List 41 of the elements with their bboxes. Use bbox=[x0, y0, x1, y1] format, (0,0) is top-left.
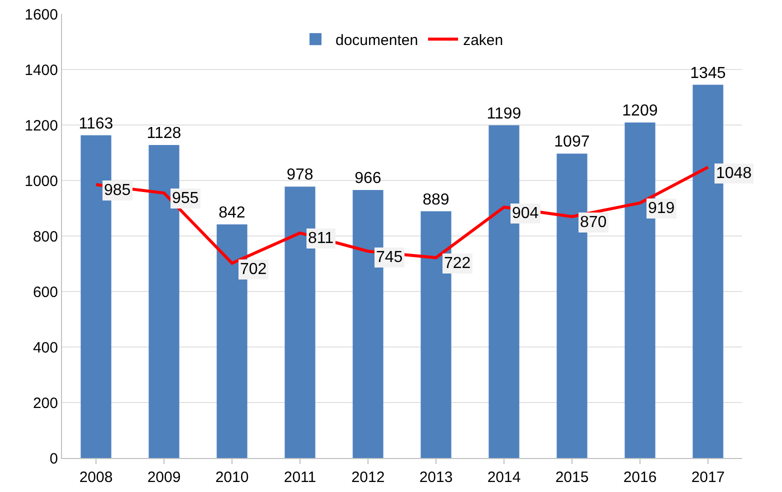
x-tick-label: 2008 bbox=[79, 469, 113, 486]
data-label: 985 bbox=[104, 182, 131, 199]
x-tick-label: 2016 bbox=[623, 469, 657, 486]
y-tick-label: 600 bbox=[32, 284, 58, 301]
data-label: 722 bbox=[444, 255, 471, 272]
data-label: 745 bbox=[376, 249, 403, 266]
data-label: 919 bbox=[648, 200, 675, 217]
legend-label: documenten bbox=[336, 32, 418, 49]
y-tick-label: 1400 bbox=[24, 62, 58, 79]
data-label: 811 bbox=[308, 230, 334, 247]
data-label: 702 bbox=[240, 261, 267, 278]
y-tick-label: 1200 bbox=[24, 117, 58, 134]
data-label: 889 bbox=[422, 191, 450, 208]
x-tick-label: 2009 bbox=[147, 469, 181, 486]
data-label: 1199 bbox=[486, 105, 522, 122]
y-tick-label: 400 bbox=[32, 339, 58, 356]
y-tick-label: 200 bbox=[32, 394, 58, 412]
x-tick-label: 2017 bbox=[691, 469, 725, 486]
legend-label: zaken bbox=[463, 32, 504, 49]
data-label: 1163 bbox=[78, 115, 114, 132]
data-label: 1345 bbox=[690, 64, 726, 82]
data-label: 1097 bbox=[554, 134, 590, 151]
x-tick-label: 2014 bbox=[487, 469, 521, 486]
data-label: 978 bbox=[286, 166, 314, 184]
x-tick-label: 2015 bbox=[555, 469, 589, 486]
data-label: 870 bbox=[580, 214, 607, 231]
data-label: 1048 bbox=[716, 165, 752, 182]
x-tick-label: 2011 bbox=[284, 469, 316, 486]
y-tick-label: 1000 bbox=[24, 172, 58, 190]
data-label: 904 bbox=[512, 205, 539, 222]
data-label: 966 bbox=[354, 170, 382, 187]
x-tick-label: 2013 bbox=[419, 469, 453, 486]
x-tick-label: 2012 bbox=[351, 469, 385, 486]
y-tick-label: 800 bbox=[32, 228, 58, 246]
x-tick-label: 2010 bbox=[215, 469, 249, 486]
data-label: 955 bbox=[172, 190, 199, 207]
data-label: 1128 bbox=[146, 124, 182, 142]
data-label: 1209 bbox=[622, 102, 658, 120]
y-tick-label: 0 bbox=[50, 450, 58, 468]
y-tick-label: 1600 bbox=[24, 6, 58, 24]
data-label: 842 bbox=[218, 204, 246, 222]
